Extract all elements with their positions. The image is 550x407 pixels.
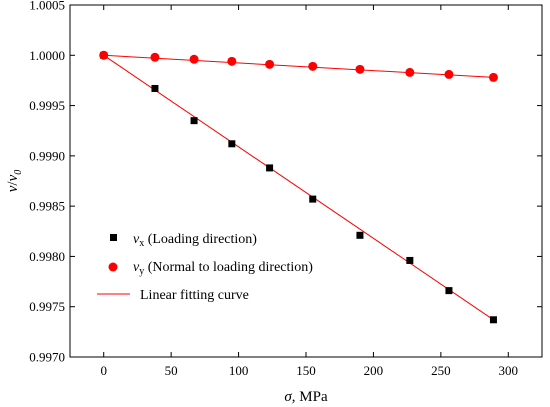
y-tick-label: 0.9990 (29, 148, 65, 163)
y-tick-label: 0.9975 (29, 299, 65, 314)
point-vy (150, 52, 160, 62)
x-axis-title: σ, MPa (284, 389, 328, 405)
x-tick-label: 250 (431, 363, 451, 378)
x-tick-label: 50 (165, 363, 178, 378)
y-tick-label: 1.0000 (29, 48, 65, 63)
legend-label-vx: vx (Loading direction) (133, 232, 257, 249)
point-vx (309, 195, 317, 203)
y-tick-label: 0.9970 (29, 350, 65, 365)
point-vy (99, 50, 109, 60)
y-tick-label: 0.9985 (29, 199, 65, 214)
point-vy (355, 64, 365, 74)
point-vx (406, 256, 414, 264)
data-markers (99, 50, 498, 324)
point-vx (445, 287, 453, 295)
x-tick-label: 0 (100, 363, 107, 378)
point-vy (227, 56, 237, 66)
y-tick-label: 0.9980 (29, 249, 65, 264)
point-vy (405, 67, 415, 77)
point-vy (444, 69, 454, 79)
point-vx (228, 140, 236, 148)
point-vx (266, 164, 274, 172)
legend-marker-vy (108, 262, 118, 272)
x-tick-label: 200 (364, 363, 384, 378)
legend-label-fit: Linear fitting curve (140, 288, 249, 303)
x-axis: 0 50 100 150 200 250 300 (100, 5, 518, 378)
point-vx (489, 316, 497, 324)
point-vy (265, 59, 275, 69)
y-axis-title: v/v0 (5, 170, 24, 193)
x-tick-label: 150 (296, 363, 316, 378)
fit-line-vx (103, 54, 494, 321)
fit-lines (103, 54, 494, 321)
point-vy (488, 72, 498, 82)
y-axis: 0.9970 0.9975 0.9980 0.9985 0.9990 0.9995 1.00… (29, 0, 542, 365)
y-tick-label: 1.0005 (29, 0, 65, 13)
legend-label-vy: vy (Normal to loading direction) (133, 260, 313, 277)
x-tick-label: 300 (499, 363, 519, 378)
point-vx (356, 231, 364, 239)
point-vy (308, 61, 318, 71)
legend: vx (Loading direction) vy (Normal to loa… (97, 232, 313, 303)
legend-marker-vx (110, 234, 117, 241)
fit-line-vy (103, 54, 494, 78)
x-tick-label: 100 (229, 363, 249, 378)
point-vy (189, 54, 199, 64)
point-vx (190, 117, 198, 125)
y-tick-label: 0.9995 (29, 98, 65, 113)
point-vx (151, 84, 159, 92)
